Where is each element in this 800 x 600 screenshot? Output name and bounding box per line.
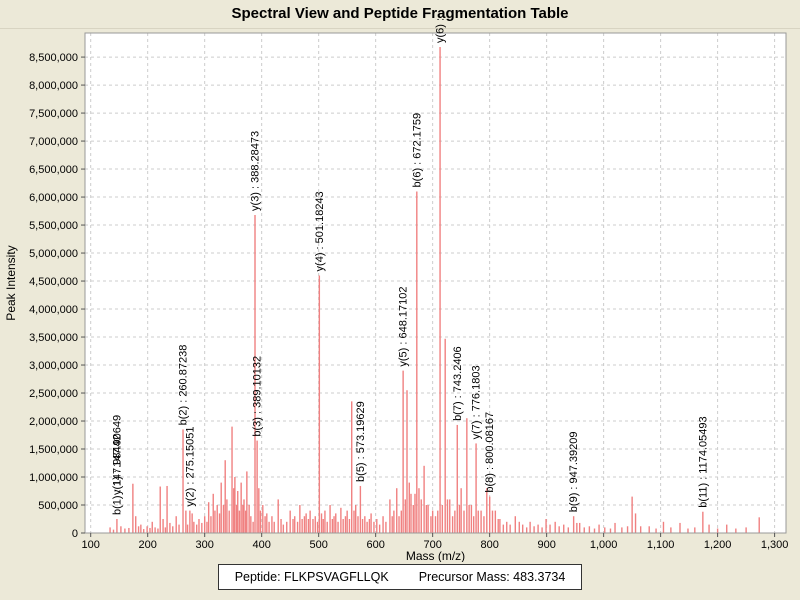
x-tick-label: 300 [196, 539, 214, 551]
y-tick-label: 3,500,000 [29, 332, 78, 344]
x-tick-label: 100 [82, 539, 100, 551]
plot-area [85, 33, 786, 533]
fragment-label: b(6) : 672.1759 [411, 113, 423, 188]
peptide-info-box: Peptide: FLKPSVAGFLLQK Precursor Mass: 4… [217, 564, 583, 590]
y-tick-label: 1,500,000 [29, 444, 78, 456]
y-tick-label: 3,000,000 [29, 360, 78, 372]
fragment-label: y(2) : 275.15051 [184, 426, 196, 506]
y-tick-label: 6,000,000 [29, 192, 78, 204]
fragment-label: y(6) : [435, 18, 447, 43]
y-tick-label: 7,500,000 [29, 108, 78, 120]
x-tick-label: 900 [537, 539, 555, 551]
y-tick-label: 5,000,000 [29, 248, 78, 260]
x-axis-label: Mass (m/z) [406, 549, 465, 562]
plot-border [84, 32, 787, 534]
x-tick-label: 600 [366, 539, 384, 551]
fragment-label: b(7) : 743.2406 [452, 346, 464, 421]
fragment-label: b(5) : 573.19629 [355, 401, 367, 482]
y-tick-label: 500,000 [38, 500, 78, 512]
fragment-label: y(7) : 776.1803 [471, 365, 483, 439]
peptide-label: Peptide: FLKPSVAGFLLQK [234, 570, 389, 584]
precursor-mass-label: Precursor Mass: 483.3734 [418, 570, 566, 584]
y-tick-label: 0 [72, 528, 78, 540]
fragment-label: b(3) : 389.10132 [252, 356, 264, 437]
x-tick-label: 700 [423, 539, 441, 551]
y-tick-label: 4,500,000 [29, 276, 78, 288]
y-tick-label: 2,500,000 [29, 388, 78, 400]
fragment-label: y(5) : 648.17102 [398, 287, 410, 367]
page-title: Spectral View and Peptide Fragmentation … [0, 5, 800, 29]
y-axis-label: Peak Intensity [4, 245, 18, 320]
y-tick-label: 8,500,000 [29, 52, 78, 64]
y-tick-label: 2,000,000 [29, 416, 78, 428]
x-tick-label: 500 [309, 539, 327, 551]
fragment-label: y(3) : 388.28473 [250, 131, 262, 211]
y-tick-label: 1,000,000 [29, 472, 78, 484]
y-tick-label: 7,000,000 [29, 136, 78, 148]
fragment-label: b(9) : 947.39209 [568, 431, 580, 512]
fragment-label: b(2) : 260.87238 [178, 345, 190, 426]
y-tick-label: 6,500,000 [29, 164, 78, 176]
y-tick-label: 5,500,000 [29, 220, 78, 232]
footer: Peptide: FLKPSVAGFLLQK Precursor Mass: 4… [0, 564, 800, 590]
fragment-label: b(11) : 1174.05493 [697, 416, 709, 507]
fragment-label: y(4) : 501.18243 [314, 191, 326, 271]
x-tick-label: 400 [252, 539, 270, 551]
x-tick-label: 800 [480, 539, 498, 551]
y-tick-label: 4,000,000 [29, 304, 78, 316]
x-tick-label: 1,100 [647, 539, 675, 551]
x-tick-label: 1,200 [704, 539, 732, 551]
x-tick-label: 200 [139, 539, 157, 551]
fragment-label: b(1) : 147.98442 [111, 434, 123, 515]
fragment-label: y(1) : 147.90649 [111, 415, 123, 495]
x-tick-label: 1,300 [761, 539, 789, 551]
x-tick-label: 1,000 [590, 539, 618, 551]
y-tick-label: 8,000,000 [29, 80, 78, 92]
fragment-label: b(8) : 800.08167 [484, 412, 496, 493]
spectrum-chart: 100 200 300 400 500 600 700 800 900 1,000 1,100 1,2… [4, 18, 789, 562]
